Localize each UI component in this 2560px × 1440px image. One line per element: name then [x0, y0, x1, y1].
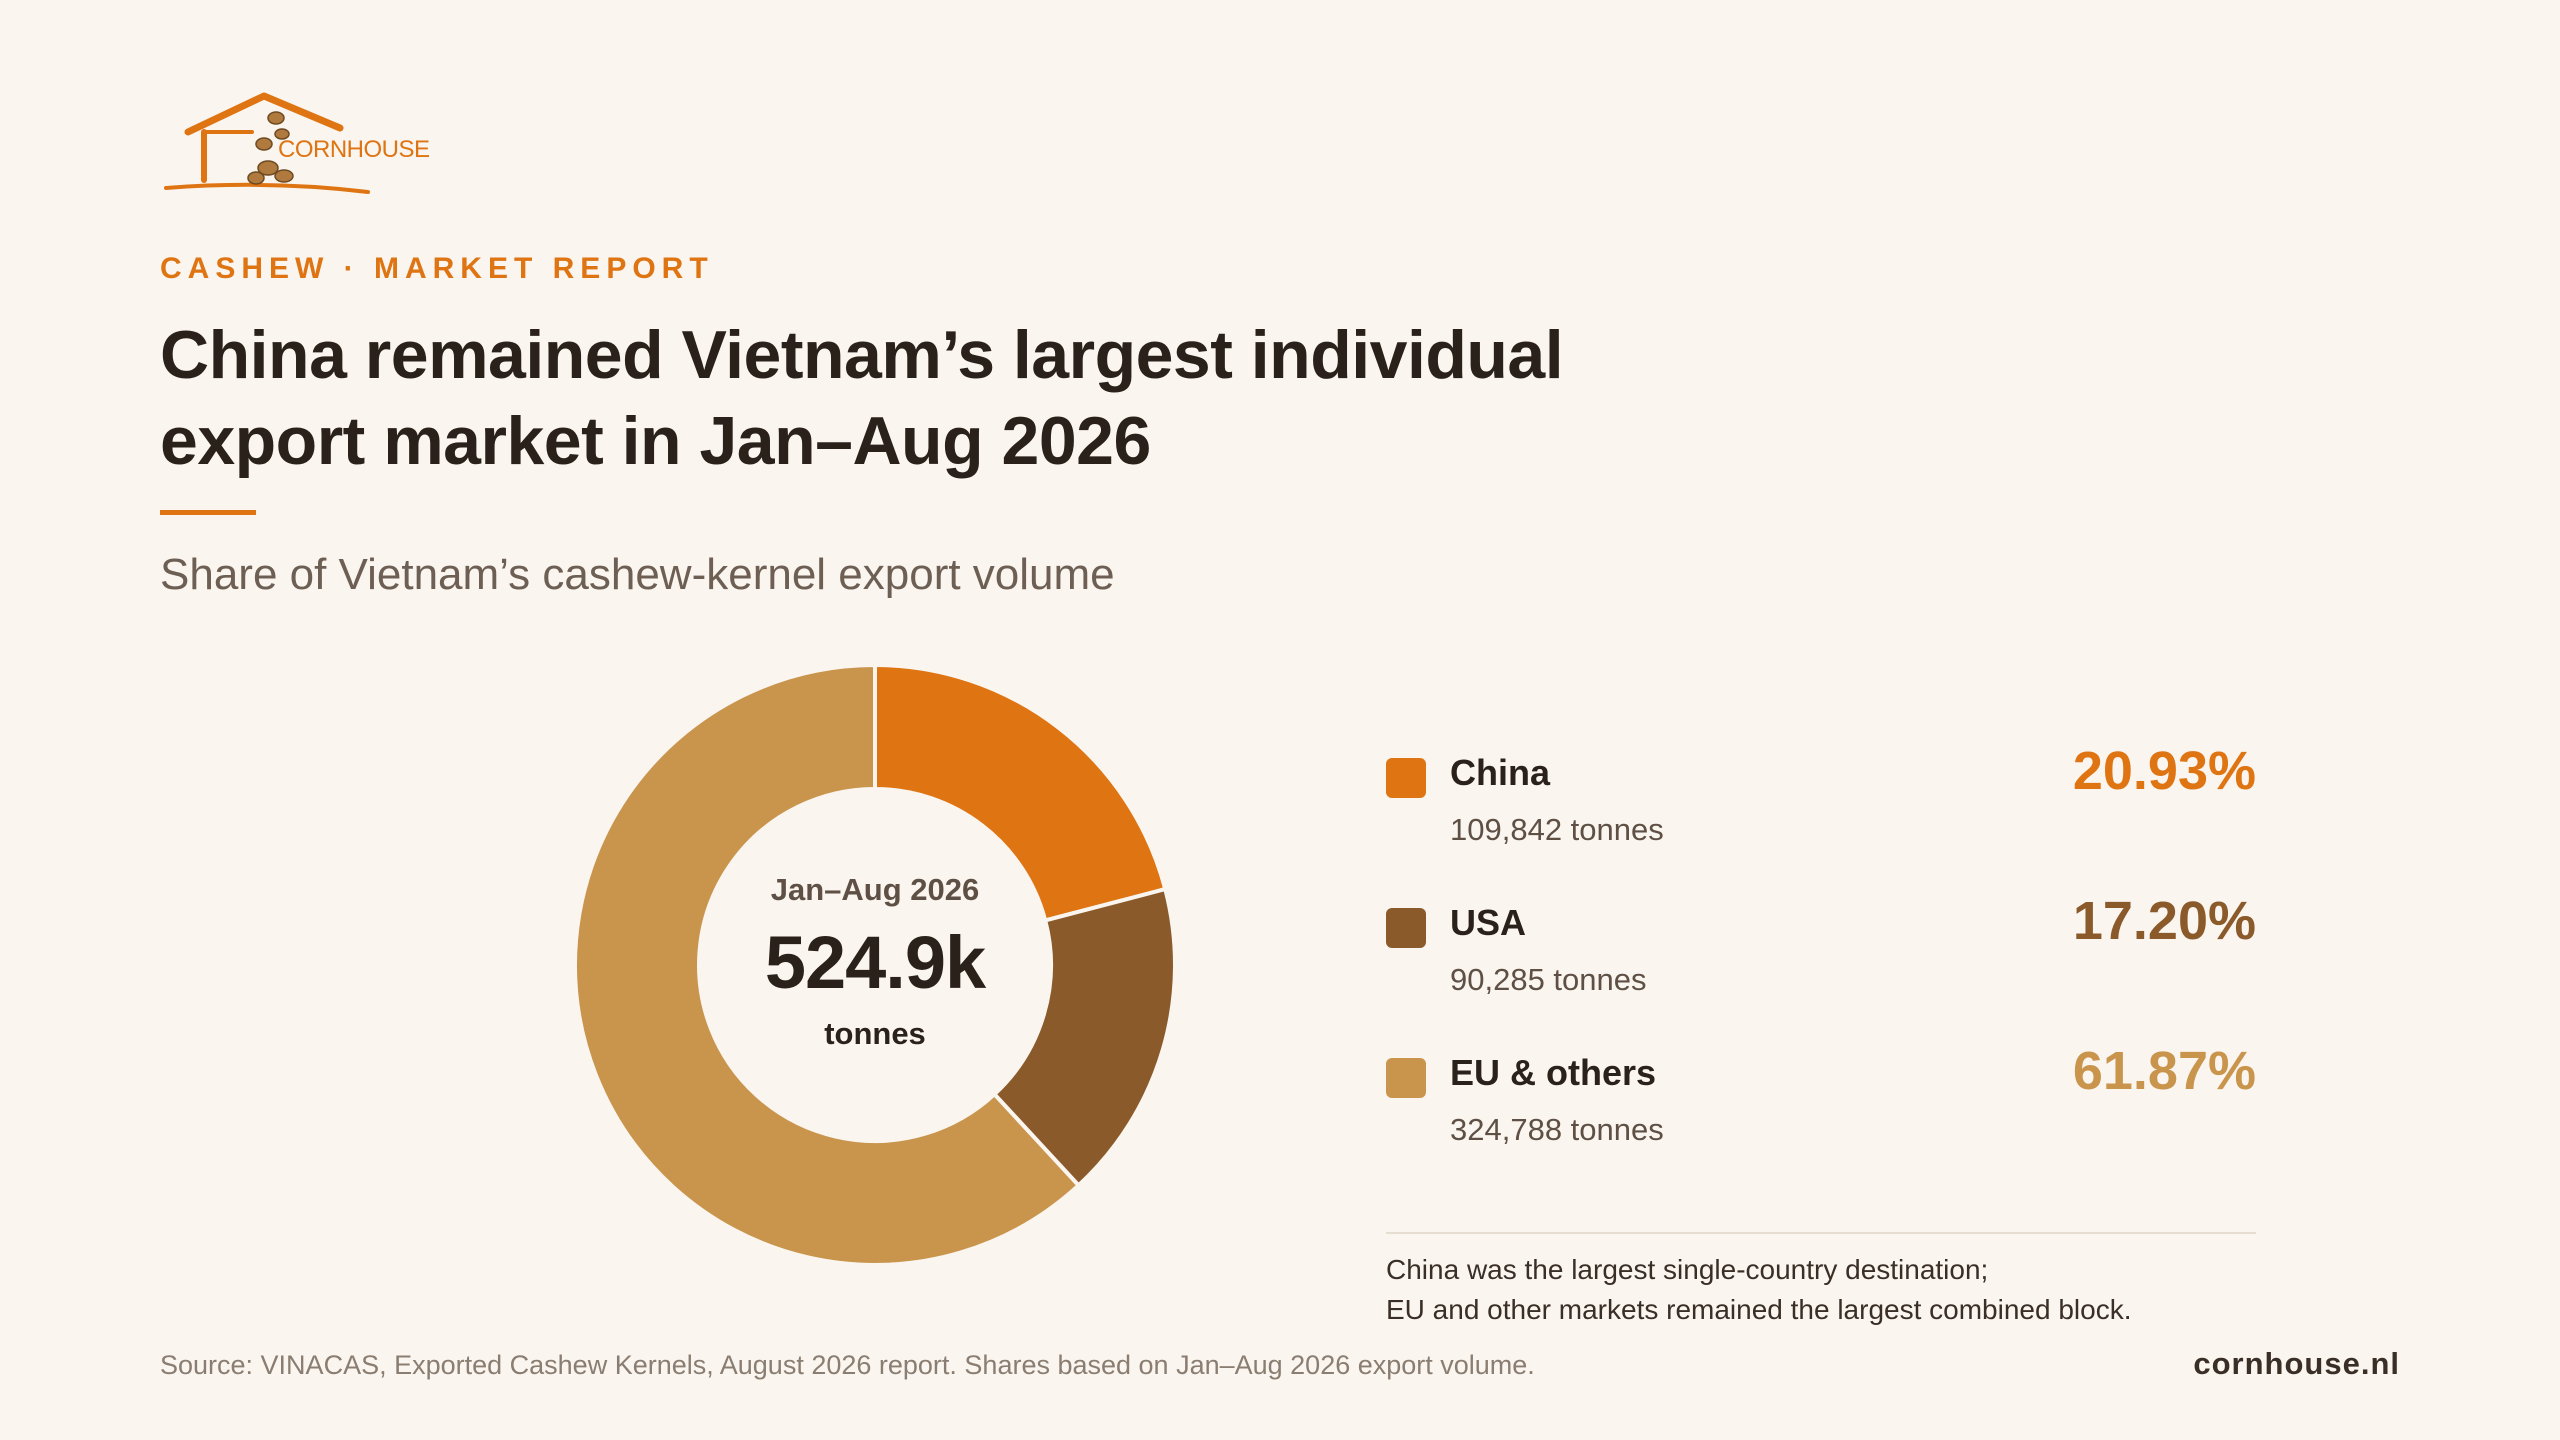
- legend-swatch-usa: [1386, 908, 1426, 948]
- donut-hole: [699, 789, 1051, 1141]
- legend-swatch-china: [1386, 758, 1426, 798]
- note-divider: [1386, 1232, 2256, 1234]
- cashew-nuts-icon: [247, 111, 294, 185]
- legend-label-china: China: [1450, 752, 1551, 793]
- legend-percent-usa: 17.20%: [2072, 891, 2256, 951]
- legend-swatch-eu-others: [1386, 1058, 1426, 1098]
- house-outline-icon: [164, 92, 370, 194]
- title-accent-rule: [160, 510, 256, 515]
- legend-label-eu-others: EU & others: [1450, 1052, 1657, 1093]
- cornhouse-logo: [164, 92, 370, 194]
- section-eyebrow: CASHEW · MARKET REPORT: [160, 252, 714, 285]
- chart-subtitle: Share of Vietnam’s cashew-kernel export …: [160, 550, 1115, 599]
- source-note: Source: VINACAS, Exported Cashew Kernels…: [160, 1350, 1535, 1380]
- legend-tonnes-usa: 90,285 tonnes: [1450, 962, 1647, 997]
- donut-center-unit: tonnes: [824, 1016, 926, 1051]
- title-line-1: China remained Vietnam’s largest individ…: [160, 317, 1564, 393]
- legend-item-usa: USA 90,285 tonnes 17.20%: [1386, 890, 2256, 1010]
- note-line-1: China was the largest single-country des…: [1386, 1254, 1989, 1285]
- legend-item-china: China 109,842 tonnes 20.93%: [1386, 740, 2256, 860]
- legend-tonnes-eu-others: 324,788 tonnes: [1450, 1112, 1664, 1147]
- website-link[interactable]: cornhouse.nl: [2193, 1346, 2400, 1381]
- page-title: China remained Vietnam’s largest individ…: [160, 312, 1760, 484]
- logo-wordmark: CORNHOUSE: [278, 136, 430, 163]
- legend-percent-eu-others: 61.87%: [2072, 1041, 2256, 1101]
- note-line-2: EU and other markets remained the larges…: [1386, 1294, 2132, 1325]
- legend-label-usa: USA: [1450, 902, 1527, 943]
- title-line-2: export market in Jan–Aug 2026: [160, 403, 1151, 479]
- legend-tonnes-china: 109,842 tonnes: [1450, 812, 1664, 847]
- legend-percent-china: 20.93%: [2072, 741, 2256, 801]
- chart-note: China was the largest single-country des…: [1386, 1250, 2286, 1330]
- donut-center-total: 524.9k: [764, 921, 986, 1004]
- donut-chart: [573, 663, 1177, 1267]
- legend-item-eu-others: EU & others 324,788 tonnes 61.87%: [1386, 1040, 2256, 1160]
- donut-center-period: Jan–Aug 2026: [770, 872, 980, 907]
